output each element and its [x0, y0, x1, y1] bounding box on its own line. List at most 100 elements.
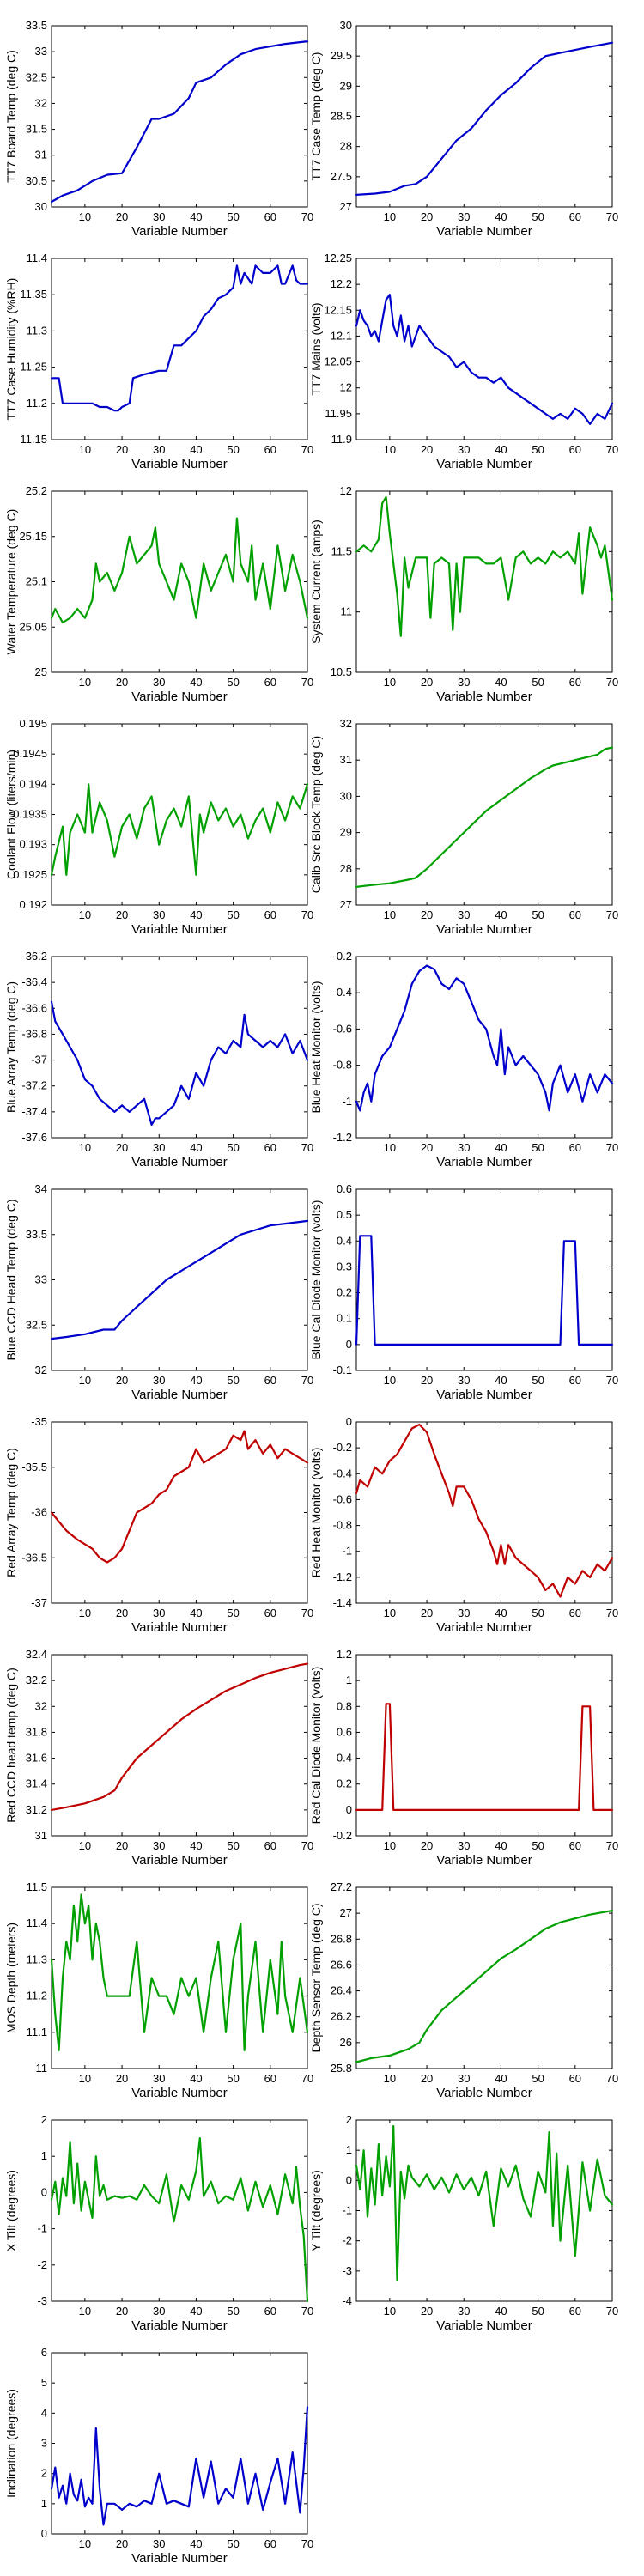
chart-panel-5: 10 20 30 40 50 60 70 25 25.05 25.1 25.15 25.2 Variab… — [4, 484, 313, 704]
x-tick-label: 70 — [606, 1141, 618, 1154]
y-tick-label: -0.2 — [333, 1441, 352, 1454]
x-tick-label: 70 — [606, 1374, 618, 1387]
y-tick-label: -0.8 — [333, 1059, 352, 1072]
x-tick-label: 70 — [606, 908, 618, 921]
x-tick-label: 30 — [458, 2305, 470, 2318]
y-tick-label: -37.2 — [21, 1079, 47, 1092]
x-tick-label: 50 — [227, 676, 239, 689]
plot-frame — [355, 25, 613, 208]
y-axis-label: Blue CCD Head Temp (deg C) — [4, 1199, 18, 1360]
x-tick-label: 10 — [384, 1141, 396, 1154]
plot-frame — [355, 1421, 613, 1604]
x-tick-label: 10 — [79, 1141, 91, 1154]
x-tick-label: 40 — [190, 1607, 202, 1619]
y-tick-label: 26 — [340, 2036, 352, 2049]
y-tick-label: 0 — [41, 2527, 47, 2540]
y-tick-label: 11.4 — [27, 252, 47, 264]
y-tick-label: 12.25 — [324, 252, 352, 264]
series-line — [355, 2124, 614, 2281]
plot-frame — [51, 1886, 308, 2069]
x-tick-label: 10 — [79, 676, 91, 689]
plot-frame — [355, 490, 613, 673]
x-tick-label: 30 — [458, 1374, 470, 1387]
y-tick-label: 32 — [340, 717, 352, 730]
y-axis-label: Blue Array Temp (deg C) — [4, 981, 18, 1113]
y-tick-label: -3 — [342, 2264, 352, 2277]
x-tick-label: 50 — [227, 210, 239, 223]
x-tick-label: 20 — [421, 2072, 433, 2085]
y-tick-label: 32.5 — [26, 70, 47, 83]
x-tick-label: 10 — [79, 2537, 91, 2550]
plot-frame — [355, 258, 613, 440]
chart-panel-7: 10 20 30 40 50 60 70 0.192 0.1925 0.193 0.1935 0.19… — [4, 717, 313, 937]
x-tick-label: 50 — [532, 908, 544, 921]
y-tick-label: 11.95 — [325, 407, 352, 420]
y-tick-label: 0 — [41, 2185, 47, 2198]
x-tick-label: 40 — [190, 676, 202, 689]
y-tick-label: 0.4 — [337, 1752, 352, 1765]
y-tick-label: -2 — [37, 2258, 47, 2271]
y-tick-label: 0.194 — [19, 777, 47, 790]
x-tick-label: 30 — [153, 1839, 165, 1852]
chart-panel-4: 10 20 30 40 50 60 70 11.9 11.95 12 12.05 12.1 12.15 1… — [309, 252, 618, 471]
y-tick-label: 32 — [35, 96, 47, 109]
chart-panel-16: 10 20 30 40 50 60 70 -0.2 0 0.2 0.4 0.6 0.8 1 1.2 Varia… — [309, 1648, 618, 1868]
x-tick-label: 10 — [79, 210, 91, 223]
x-tick-label: 20 — [421, 1839, 433, 1852]
y-tick-label: -0.2 — [333, 950, 352, 963]
y-axis-label: Water Temperature (deg C) — [4, 509, 18, 655]
y-axis-label: Blue Cal Diode Monitor (volts) — [309, 1200, 323, 1360]
series-line — [355, 964, 614, 1112]
y-tick-label: -37 — [31, 1596, 47, 1609]
y-axis-label: Depth Sensor Temp (deg C) — [309, 1903, 323, 2052]
x-tick-label: 60 — [264, 908, 276, 921]
series-line — [355, 1910, 614, 2063]
x-tick-label: 20 — [116, 1607, 128, 1619]
x-tick-label: 60 — [264, 1839, 276, 1852]
x-axis-label: Variable Number — [436, 1853, 532, 1868]
x-tick-label: 60 — [264, 676, 276, 689]
x-tick-label: 70 — [301, 1141, 313, 1154]
y-tick-label: 29 — [340, 826, 352, 839]
y-tick-label: -1 — [342, 1545, 352, 1558]
y-tick-label: 4 — [41, 2406, 47, 2419]
series-line — [50, 517, 309, 624]
x-tick-label: 40 — [190, 1374, 202, 1387]
x-tick-label: 40 — [495, 1607, 507, 1619]
x-tick-label: 20 — [116, 676, 128, 689]
chart-panel-3: 10 20 30 40 50 60 70 11.15 11.2 11.25 11.3 11.35 11.… — [4, 252, 313, 471]
y-tick-label: -0.1 — [333, 1364, 352, 1376]
y-tick-label: 32.2 — [26, 1674, 47, 1686]
x-tick-label: 20 — [421, 443, 433, 456]
x-tick-label: 50 — [532, 676, 544, 689]
y-tick-label: 33 — [35, 1273, 47, 1286]
x-tick-label: 10 — [79, 2305, 91, 2318]
y-tick-label: 11 — [341, 605, 353, 618]
x-tick-label: 60 — [264, 2072, 276, 2085]
x-tick-label: 10 — [79, 1839, 91, 1852]
series-line — [355, 1423, 614, 1598]
x-tick-label: 40 — [190, 210, 202, 223]
x-axis-label: Variable Number — [436, 457, 532, 471]
x-tick-label: 50 — [532, 1839, 544, 1852]
plot-frame — [355, 956, 613, 1139]
y-tick-label: -1.2 — [333, 1131, 352, 1144]
y-tick-label: 31 — [340, 753, 352, 766]
plot-frame — [51, 1654, 308, 1837]
y-tick-label: 26.6 — [331, 1958, 352, 1971]
x-axis-label: Variable Number — [131, 2086, 227, 2100]
y-tick-label: 27 — [340, 1906, 352, 1919]
y-tick-label: 25.1 — [26, 575, 47, 588]
x-tick-label: 70 — [606, 210, 618, 223]
y-tick-label: 0 — [346, 1338, 352, 1351]
x-axis-label: Variable Number — [131, 457, 227, 471]
y-axis-label: TT7 Mains (volts) — [309, 302, 323, 395]
x-tick-label: 30 — [153, 2305, 165, 2318]
series-line — [355, 495, 614, 637]
y-tick-label: 29 — [340, 79, 352, 92]
x-tick-label: 60 — [264, 2305, 276, 2318]
x-tick-label: 60 — [569, 1374, 581, 1387]
x-tick-label: 20 — [116, 443, 128, 456]
plot-frame — [51, 956, 308, 1139]
x-tick-label: 70 — [606, 2305, 618, 2318]
